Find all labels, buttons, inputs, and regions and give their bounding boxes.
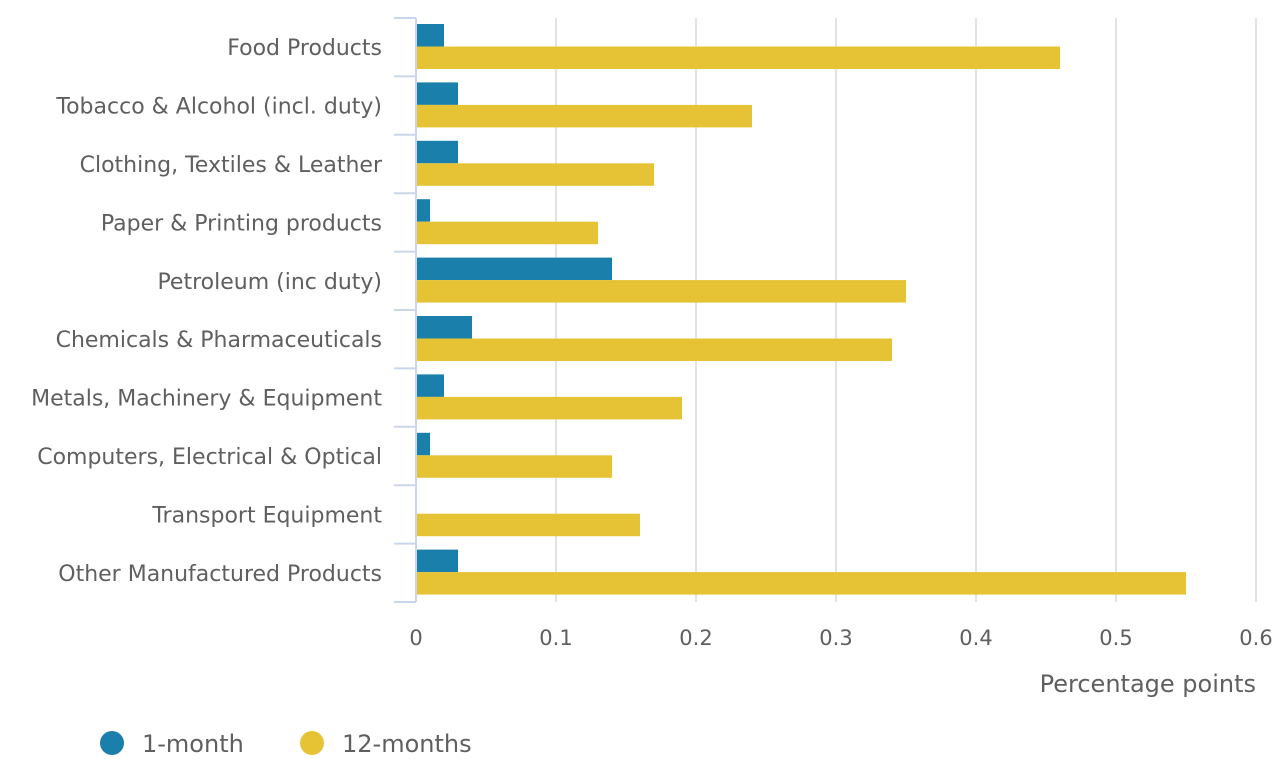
bar-12-months[interactable] — [416, 396, 682, 420]
category-label: Other Manufactured Products — [58, 562, 382, 587]
bar-12-months[interactable] — [416, 46, 1060, 70]
bars — [416, 24, 1186, 595]
bar-1-month[interactable] — [416, 24, 444, 47]
bar-1-month[interactable] — [416, 199, 430, 222]
bar-1-month[interactable] — [416, 82, 458, 105]
bar-12-months[interactable] — [416, 104, 752, 128]
bar-1-month[interactable] — [416, 432, 430, 456]
category-label: Food Products — [227, 36, 382, 61]
x-axis-title: Percentage points — [1040, 670, 1256, 698]
category-label: Computers, Electrical & Optical — [37, 445, 382, 470]
bar-1-month[interactable] — [416, 140, 458, 164]
bar-1-month[interactable] — [416, 257, 612, 281]
legend-marker[interactable] — [300, 731, 324, 755]
category-label: Chemicals & Pharmaceuticals — [56, 328, 382, 353]
bar-1-month[interactable] — [416, 316, 472, 339]
category-label: Petroleum (inc duty) — [157, 270, 382, 295]
legend: 1-month 12-months — [100, 730, 472, 758]
x-tick-label: 0 — [409, 626, 422, 650]
bar-12-months[interactable] — [416, 513, 640, 537]
category-label: Paper & Printing products — [101, 211, 382, 236]
x-tick-labels: 0 0.1 0.2 0.3 0.4 0.5 0.6 — [409, 626, 1272, 650]
bar-12-months[interactable] — [416, 572, 1186, 595]
legend-label[interactable]: 12-months — [342, 730, 472, 758]
x-tick-label: 0.4 — [959, 626, 992, 650]
legend-label[interactable]: 1-month — [142, 730, 244, 758]
x-tick-label: 0.6 — [1239, 626, 1272, 650]
bar-12-months[interactable] — [416, 221, 598, 245]
y-axis — [394, 17, 417, 603]
category-label: Clothing, Textiles & Leather — [80, 153, 383, 178]
bar-12-months[interactable] — [416, 338, 892, 362]
bar-12-months[interactable] — [416, 280, 906, 303]
bar-12-months[interactable] — [416, 455, 612, 478]
bar-12-months[interactable] — [416, 163, 654, 186]
category-labels: Food Products Tobacco & Alcohol (incl. du… — [31, 36, 383, 587]
x-tick-label: 0.5 — [1099, 626, 1132, 650]
bar-1-month[interactable] — [416, 374, 444, 397]
category-label: Metals, Machinery & Equipment — [31, 387, 382, 412]
bar-1-month[interactable] — [416, 549, 458, 573]
x-tick-label: 0.2 — [679, 626, 712, 650]
category-label: Transport Equipment — [151, 503, 382, 528]
x-tick-label: 0.1 — [539, 626, 572, 650]
legend-marker[interactable] — [100, 731, 124, 755]
x-tick-label: 0.3 — [819, 626, 852, 650]
category-label: Tobacco & Alcohol (incl. duty) — [55, 95, 382, 120]
